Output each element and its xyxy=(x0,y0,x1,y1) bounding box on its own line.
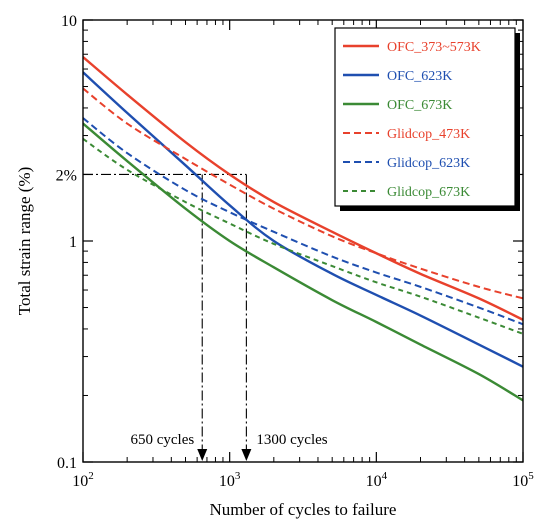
reference-lines xyxy=(83,173,252,461)
series-line-ofc-673k xyxy=(83,122,523,402)
legend-label: Glidcop_473K xyxy=(387,127,470,142)
x-tick-label: 105 xyxy=(512,470,534,490)
y-tick-label: 10 xyxy=(61,13,77,30)
series-line-glidcop-473k xyxy=(83,87,523,300)
legend-box xyxy=(334,27,516,207)
series-line-glidcop-623k xyxy=(83,117,523,326)
series-line-glidcop-673k xyxy=(83,137,523,335)
x-tick-label: 103 xyxy=(219,470,241,490)
ref-arrowhead xyxy=(197,449,208,461)
cycles-annotation: 650 cycles xyxy=(130,432,194,448)
x-axis-title: Number of cycles to failure xyxy=(210,500,397,519)
series-line-ofc-373-573k xyxy=(83,56,523,321)
legend: OFC_373~573K OFC_623K OFC_673K Glidcop_473K… xyxy=(334,27,520,211)
y-axis-title: Total strain range (%) xyxy=(15,167,34,315)
plot-frame xyxy=(82,19,524,463)
y-tick-label: 0.1 xyxy=(57,455,77,472)
legend-label: Glidcop_673K xyxy=(387,185,470,200)
legend-label: OFC_373~573K xyxy=(387,40,481,55)
ref-arrowhead xyxy=(241,449,252,461)
series-line-ofc-623k xyxy=(83,71,523,368)
cycles-annotation: 1300 cycles xyxy=(256,432,327,448)
legend-label: OFC_623K xyxy=(387,69,452,84)
x-tick-label: 102 xyxy=(72,470,94,490)
series-lines xyxy=(83,56,523,402)
y-tick-label: 2% xyxy=(56,167,77,184)
annotations: 650 cycles 1300 cycles xyxy=(130,432,327,448)
x-tick-label: 104 xyxy=(366,470,388,490)
tick-labels: 102 103 104 105 0.1 1 10 2% xyxy=(56,13,535,490)
legend-label: OFC_673K xyxy=(387,98,452,113)
legend-label: Glidcop_623K xyxy=(387,156,470,171)
y-tick-label: 1 xyxy=(69,234,77,251)
